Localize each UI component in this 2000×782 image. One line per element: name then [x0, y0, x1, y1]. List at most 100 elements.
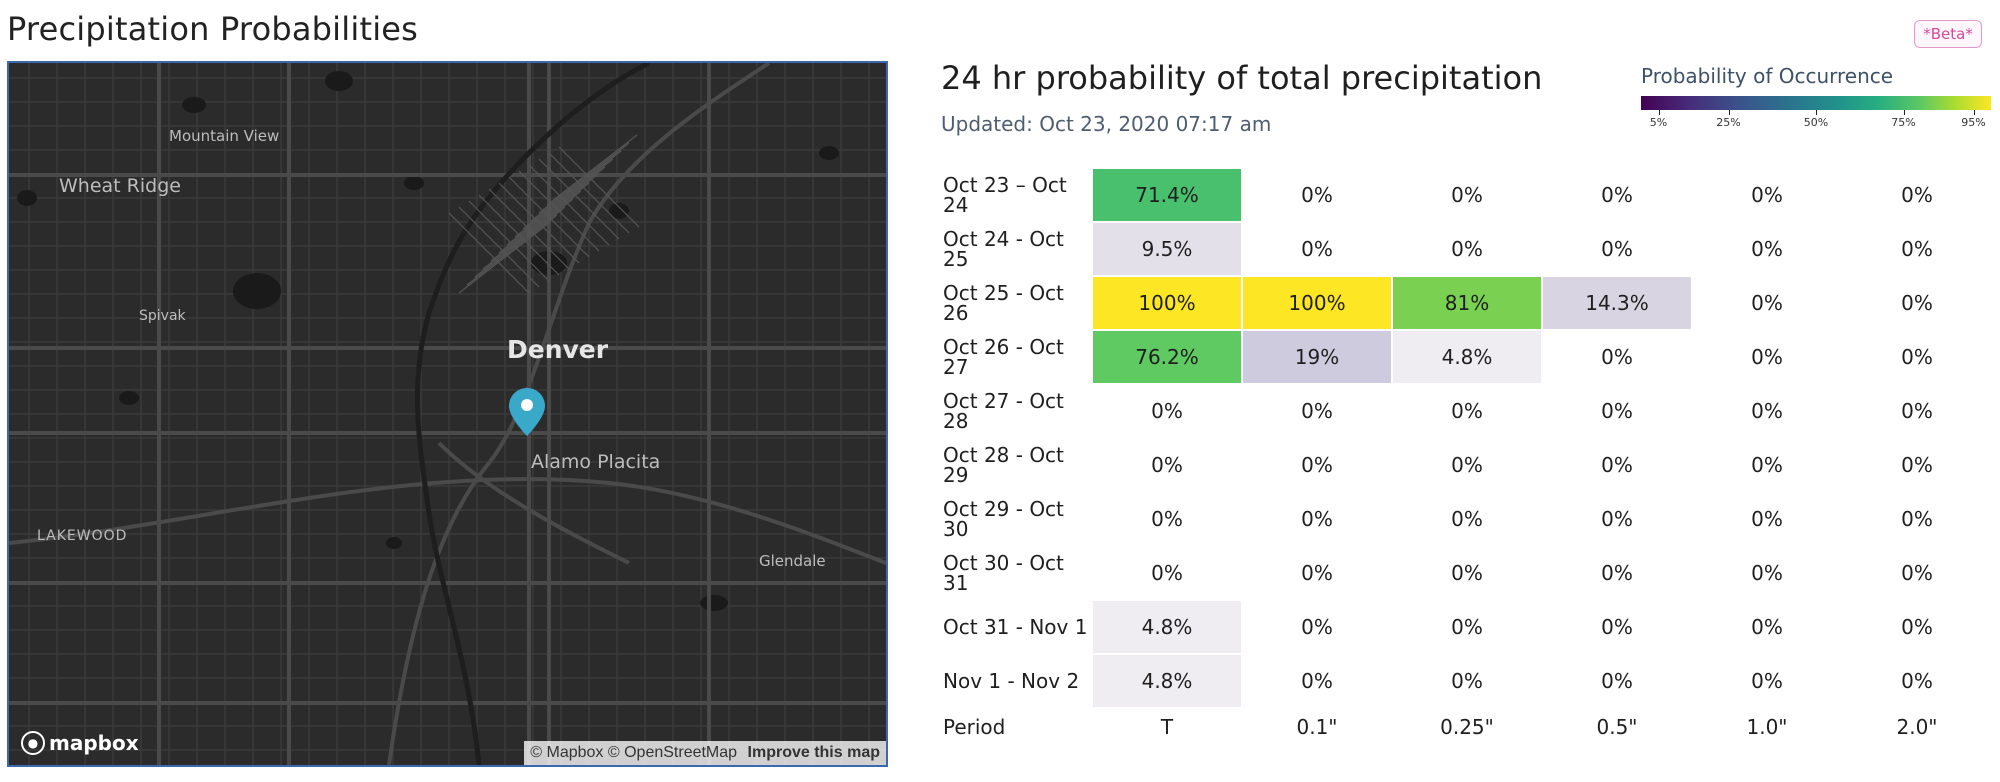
period-label: Oct 27 - Oct 28 [943, 389, 1064, 433]
probability-cell: 0% [1451, 183, 1483, 207]
probability-cell: 0% [1151, 453, 1183, 477]
probability-cell: 0% [1901, 237, 1933, 261]
probability-cell: 0% [1901, 291, 1933, 315]
probability-cell: 0% [1601, 507, 1633, 531]
probability-cell: 0% [1451, 507, 1483, 531]
probability-cell: 76.2% [1093, 331, 1241, 383]
improve-map-link[interactable]: Improve this map [747, 744, 880, 761]
legend-tick-mark [1728, 110, 1730, 115]
legend-color-bar [1641, 96, 1991, 110]
probability-legend: Probability of Occurrence 5% 25% 50% 75% 95% [1641, 64, 1991, 132]
probability-cell: 4.8% [1093, 655, 1241, 707]
period-label: Oct 30 - Oct 31 [943, 551, 1064, 595]
period-label: Oct 23 – Oct 24 [943, 173, 1067, 217]
legend-tick-mark [1816, 110, 1817, 115]
probability-cell: 0% [1301, 183, 1333, 207]
period-label: Oct 24 - Oct 25 [943, 227, 1064, 271]
probability-cell: 0% [1901, 615, 1933, 639]
table-row: Oct 24 - Oct 25 9.5% 0% 0% 0% 0% 0% [941, 223, 1991, 275]
probability-table: Oct 23 – Oct 24 71.4% 0% 0% 0% 0% 0% Oct 24 - O… [939, 167, 1993, 747]
probability-cell: 4.8% [1393, 331, 1541, 383]
map-view[interactable]: Mountain View Wheat Ridge Spivak Denver … [7, 61, 888, 767]
legend-tick-mark [1658, 110, 1660, 115]
legend-tick-mark [1973, 110, 1975, 115]
mapbox-logo-icon: ● [21, 731, 45, 755]
map-label-lakewood: LAKEWOOD [37, 528, 128, 544]
probability-cell: 0% [1601, 183, 1633, 207]
legend-tick-label: 25% [1716, 116, 1741, 129]
probability-cell: 0% [1151, 507, 1183, 531]
table-row: Oct 27 - Oct 28 0% 0% 0% 0% 0% 0% [941, 385, 1991, 437]
probability-cell: 0% [1751, 345, 1783, 369]
table-row: Nov 1 - Nov 2 4.8% 0% 0% 0% 0% 0% [941, 655, 1991, 707]
probability-cell: 0% [1751, 453, 1783, 477]
legend-tick-mark [1903, 110, 1905, 115]
probability-cell: 0% [1601, 399, 1633, 423]
probability-cell: 0% [1301, 507, 1333, 531]
period-label: Oct 29 - Oct 30 [943, 497, 1064, 541]
legend-ticks: 5% 25% 50% 75% 95% [1641, 110, 1991, 132]
page-title: Precipitation Probabilities [7, 10, 419, 48]
probability-cell: 0% [1751, 183, 1783, 207]
table-row: Oct 30 - Oct 31 0% 0% 0% 0% 0% 0% [941, 547, 1991, 599]
probability-cell: 0% [1901, 507, 1933, 531]
probability-cell: 0% [1451, 669, 1483, 693]
threshold-column-header: 0.1" [1296, 715, 1338, 739]
probability-cell: 9.5% [1093, 223, 1241, 275]
table-row: Oct 25 - Oct 26 100% 100% 81% 14.3% 0% 0% [941, 277, 1991, 329]
period-label: Oct 26 - Oct 27 [943, 335, 1064, 379]
probability-cell: 100% [1093, 277, 1241, 329]
location-pin-icon[interactable] [509, 388, 545, 436]
probability-cell: 0% [1751, 291, 1783, 315]
mapbox-logo[interactable]: ● mapbox [21, 731, 139, 755]
probability-cell: 0% [1451, 237, 1483, 261]
probability-cell: 0% [1601, 345, 1633, 369]
legend-tick-label: 75% [1891, 116, 1916, 129]
probability-cell: 0% [1151, 561, 1183, 585]
period-label: Nov 1 - Nov 2 [943, 669, 1080, 693]
probability-cell: 0% [1901, 453, 1933, 477]
probability-cell: 0% [1751, 669, 1783, 693]
probability-cell: 0% [1901, 183, 1933, 207]
probability-cell: 71.4% [1093, 169, 1241, 221]
probability-cell: 0% [1601, 669, 1633, 693]
probability-cell: 0% [1901, 669, 1933, 693]
period-label: Oct 25 - Oct 26 [943, 281, 1064, 325]
probability-cell: 0% [1901, 345, 1933, 369]
probability-cell: 0% [1601, 615, 1633, 639]
probability-cell: 0% [1601, 453, 1633, 477]
mapbox-logo-text: mapbox [49, 731, 139, 755]
probability-cell: 0% [1451, 399, 1483, 423]
probability-cell: 4.8% [1093, 601, 1241, 653]
legend-tick-label: 95% [1961, 116, 1986, 129]
table-row: Oct 28 - Oct 29 0% 0% 0% 0% 0% 0% [941, 439, 1991, 491]
legend-tick-label: 5% [1649, 116, 1668, 129]
probability-cell: 0% [1301, 237, 1333, 261]
probability-cell: 0% [1751, 507, 1783, 531]
probability-cell: 0% [1451, 561, 1483, 585]
updated-timestamp: Updated: Oct 23, 2020 07:17 am [941, 112, 1272, 136]
probability-cell: 0% [1151, 399, 1183, 423]
probability-cell: 0% [1301, 453, 1333, 477]
probability-cell: 0% [1301, 561, 1333, 585]
probability-cell: 0% [1601, 561, 1633, 585]
probability-cell: 14.3% [1543, 277, 1691, 329]
probability-cell: 0% [1751, 615, 1783, 639]
probability-cell: 0% [1601, 237, 1633, 261]
map-label-spivak: Spivak [139, 308, 186, 324]
probability-cell: 0% [1451, 615, 1483, 639]
panel-title: 24 hr probability of total precipitation [941, 59, 1543, 97]
probability-cell: 0% [1901, 399, 1933, 423]
probability-cell: 0% [1751, 399, 1783, 423]
map-label-wheat-ridge: Wheat Ridge [59, 175, 181, 197]
probability-cell: 0% [1301, 615, 1333, 639]
threshold-column-header: 2.0" [1896, 715, 1938, 739]
table-row: Oct 23 – Oct 24 71.4% 0% 0% 0% 0% 0% [941, 169, 1991, 221]
map-base-layer [9, 63, 886, 765]
threshold-column-header: 0.5" [1596, 715, 1638, 739]
period-column-header: Period [943, 715, 1006, 739]
probability-cell: 0% [1451, 453, 1483, 477]
attribution-text: © Mapbox © OpenStreetMap [530, 744, 738, 761]
probability-cell: 0% [1751, 237, 1783, 261]
probability-cell: 19% [1243, 331, 1391, 383]
